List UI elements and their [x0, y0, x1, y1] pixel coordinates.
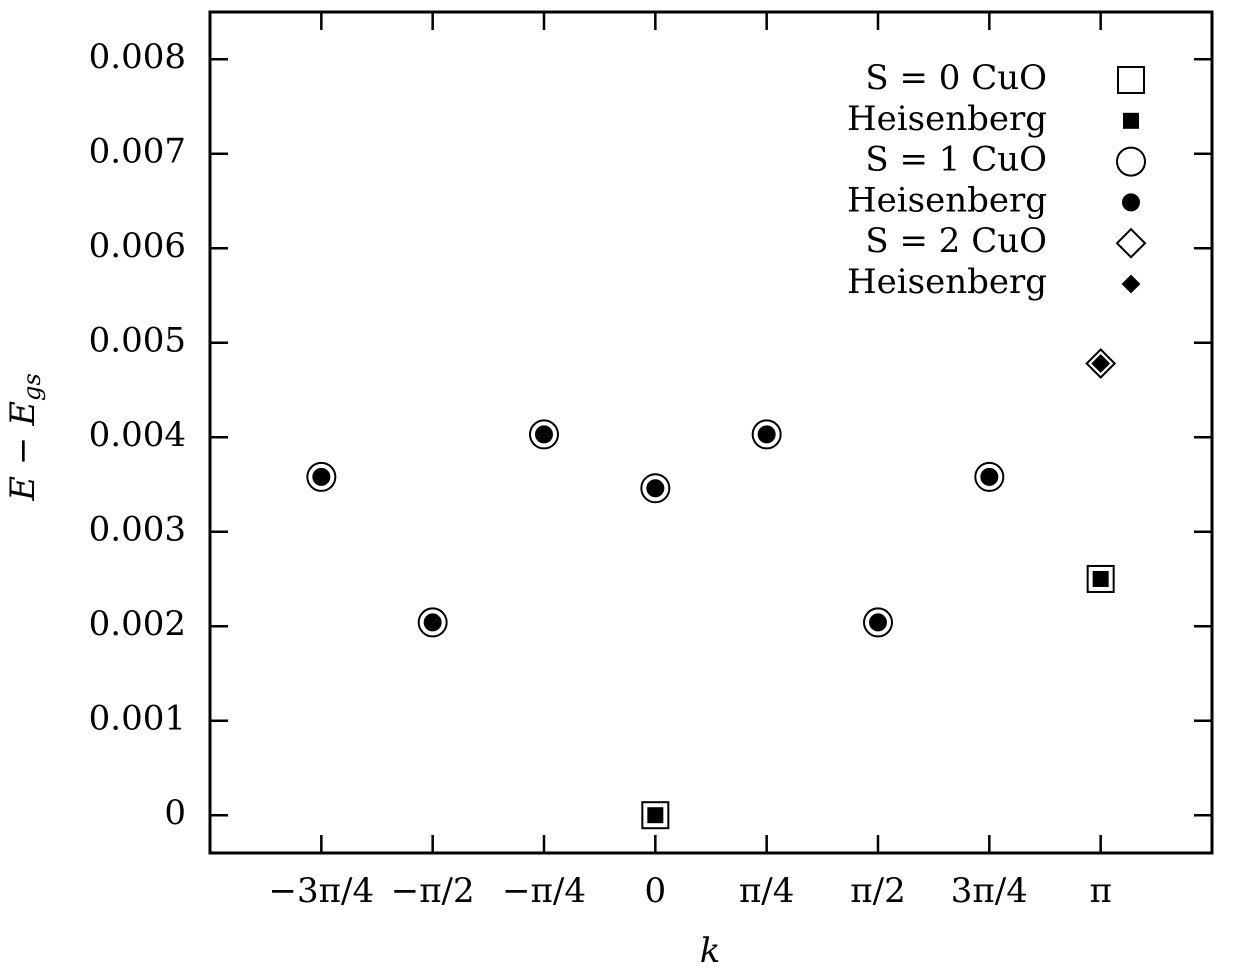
y-axis-label: E − Egs	[3, 373, 46, 501]
x-tick-label: 3π/4	[951, 871, 1028, 911]
circle-marker	[534, 425, 553, 444]
x-axis-label: k	[700, 931, 721, 971]
x-tick-label: −π/4	[502, 871, 586, 911]
x-tick-label: π/2	[850, 871, 905, 911]
circle-marker	[312, 467, 331, 486]
x-tick-label: π	[1089, 871, 1111, 911]
diamond-marker	[1121, 274, 1141, 294]
y-tick-label: 0.002	[89, 604, 186, 644]
square-marker	[1123, 112, 1139, 129]
x-tick-label: −3π/4	[269, 871, 375, 911]
y-axis-label-main: E − E	[3, 401, 43, 502]
legend-label: Heisenberg	[847, 99, 1047, 139]
y-tick-label: 0.004	[89, 415, 186, 455]
circle-marker	[423, 613, 442, 632]
circle-marker	[869, 613, 888, 632]
circle-marker	[646, 479, 665, 498]
legend-label: S = 0 CuO	[865, 58, 1047, 98]
diamond-marker	[1115, 227, 1147, 259]
y-tick-label: 0.005	[89, 321, 186, 361]
y-axis-label-sub: gs	[18, 373, 46, 401]
circle-marker	[1122, 193, 1140, 212]
legend-label: S = 2 CuO	[865, 221, 1047, 261]
y-tick-label: 0.003	[89, 510, 186, 550]
y-tick-label: 0.007	[89, 132, 186, 172]
legend-label: Heisenberg	[847, 262, 1047, 302]
x-tick-label: 0	[645, 871, 667, 911]
square-marker	[647, 807, 664, 824]
diamond-marker	[1091, 354, 1111, 373]
legend-label: Heisenberg	[847, 180, 1047, 220]
legend-label: S = 1 CuO	[865, 140, 1047, 180]
y-tick-label: 0.001	[89, 699, 186, 739]
square-marker	[1117, 66, 1145, 94]
circle-marker	[757, 425, 776, 444]
y-tick-label: 0.006	[89, 226, 186, 266]
square-marker	[1092, 570, 1109, 587]
circle-marker	[980, 467, 999, 486]
x-tick-label: π/4	[739, 871, 794, 911]
circle-marker	[1116, 146, 1146, 177]
x-tick-label: −π/2	[391, 871, 475, 911]
y-tick-label: 0	[164, 793, 186, 833]
y-tick-label: 0.008	[89, 37, 186, 77]
plot-frame	[208, 10, 1214, 855]
